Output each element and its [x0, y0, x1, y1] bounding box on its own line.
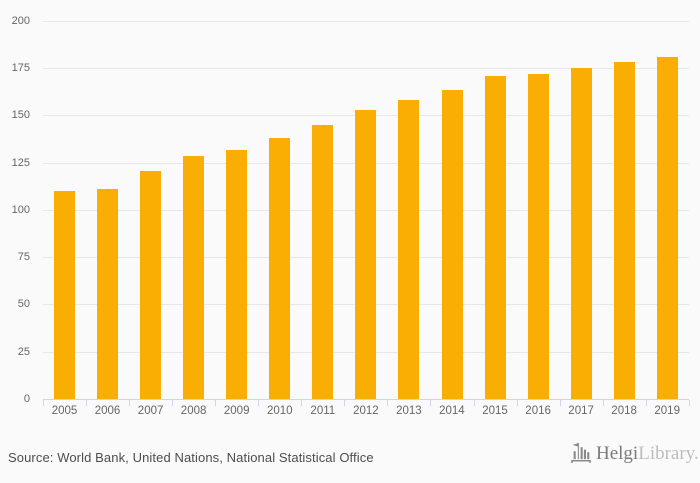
helgi-library-logo[interactable]: HelgiLibrary. [570, 442, 699, 463]
x-axis-label: 2011 [310, 405, 336, 417]
bar-2011[interactable] [312, 124, 334, 399]
x-axis-tick [430, 400, 432, 406]
gridline-200 [43, 20, 689, 22]
x-axis-label: 2013 [396, 405, 422, 417]
x-axis-tick [688, 400, 690, 406]
helgi-library-icon [570, 443, 596, 463]
gridline-175 [43, 68, 689, 69]
y-axis-label: 100 [11, 203, 30, 216]
x-axis-tick [172, 400, 174, 406]
y-axis-label: 200 [11, 14, 30, 27]
bar-2015[interactable] [484, 75, 506, 399]
x-axis-tick [602, 400, 604, 406]
bar-2017[interactable] [570, 68, 592, 399]
x-axis-tick [344, 400, 346, 406]
bar-2009[interactable] [226, 150, 248, 399]
bar-2006[interactable] [97, 189, 119, 399]
y-axis-label: 0 [23, 393, 30, 405]
bar-2014[interactable] [441, 89, 463, 399]
x-axis-label: 2006 [94, 405, 121, 417]
x-axis-label: 2005 [51, 405, 78, 417]
bar-2012[interactable] [355, 109, 377, 399]
x-axis-tick [645, 400, 647, 406]
x-axis-line [43, 399, 689, 400]
source-text: Source: World Bank, United Nations, Nati… [8, 450, 374, 465]
x-axis-label: 2012 [353, 405, 379, 417]
bar-2019[interactable] [656, 56, 678, 399]
x-axis-tick [258, 400, 260, 406]
bar-2016[interactable] [527, 73, 549, 399]
x-axis-tick [516, 400, 518, 406]
x-axis-label: 2015 [482, 405, 508, 417]
y-axis-label: 50 [17, 298, 30, 311]
bar-2010[interactable] [269, 138, 291, 399]
y-axis-label: 150 [11, 109, 30, 122]
x-axis-tick [473, 400, 475, 406]
bar-2007[interactable] [140, 171, 162, 399]
y-axis-label: 25 [17, 345, 30, 358]
bar-2018[interactable] [613, 62, 635, 399]
x-axis-label: 2010 [267, 405, 293, 417]
x-axis-label: 2014 [439, 405, 465, 417]
x-axis-label: 2008 [180, 405, 207, 417]
y-axis-label: 125 [11, 156, 30, 169]
x-axis-tick [301, 400, 303, 406]
x-axis-label: 2017 [568, 405, 594, 417]
x-axis-tick [559, 400, 561, 406]
x-axis-label: 2016 [525, 405, 551, 417]
x-axis-label: 2009 [223, 405, 250, 417]
x-axis-label: 2019 [654, 405, 680, 417]
x-axis-label: 2007 [137, 405, 164, 417]
y-axis-label: 175 [11, 62, 30, 74]
bar-2013[interactable] [398, 100, 420, 399]
y-axis-label: 75 [17, 251, 30, 264]
bar-2008[interactable] [183, 155, 205, 399]
x-axis-label: 2018 [611, 405, 637, 417]
x-axis-tick [43, 400, 44, 406]
logo-text-primary: Helgi [596, 443, 639, 464]
logo-text-secondary: Library. [638, 443, 699, 464]
x-axis-tick [129, 400, 131, 406]
x-axis-tick [215, 400, 217, 406]
x-axis-tick [86, 400, 87, 406]
x-axis-tick [387, 400, 389, 406]
bar-2005[interactable] [54, 190, 75, 399]
